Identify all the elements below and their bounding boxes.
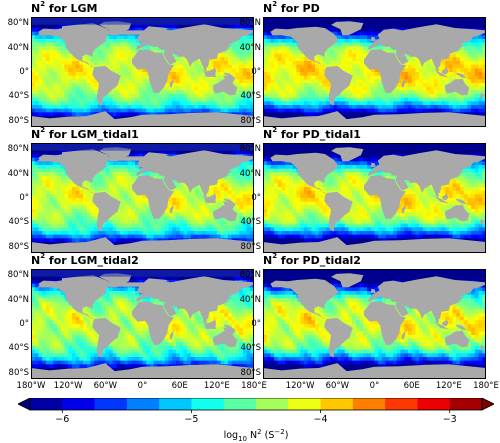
lat-tick-label: 40°S [231,343,261,353]
lon-tick-label: 120°E [436,381,462,391]
lat-tick-label: 40°N [0,43,29,53]
lon-tick-label: 60E [172,381,188,391]
panel-title-lgm: N2 for LGM [31,3,98,15]
lat-tick-label: 0° [0,193,29,203]
lat-tick-label: 80°S [231,368,261,378]
lat-tick-label: 80°S [0,368,29,378]
lat-tick-label: 80°S [231,116,261,126]
colorbar-tick-label: −6 [55,414,69,425]
map-pd [263,17,486,127]
map-lgm_tidal2 [31,269,254,379]
map-panel-pd_tidal1 [263,143,486,253]
map-panel-lgm [31,17,254,127]
panel-title-pd_tidal2: N2 for PD_tidal2 [263,255,361,267]
lat-tick-label: 40°S [0,91,29,101]
map-pd_tidal1 [263,143,486,253]
panel-title-lgm_tidal2: N2 for LGM_tidal2 [31,255,139,267]
lat-tick-label: 40°N [0,169,29,179]
lat-tick-label: 80°N [231,144,261,154]
lat-tick-label: 0° [0,319,29,329]
map-panel-pd [263,17,486,127]
lon-tick-label: 0° [370,381,380,391]
panel-title-lgm_tidal1: N2 for LGM_tidal1 [31,129,139,141]
map-panel-lgm_tidal2 [31,269,254,379]
map-lgm_tidal1 [31,143,254,253]
lat-tick-label: 80°N [0,144,29,154]
lon-tick-label: 60E [404,381,420,391]
lat-tick-label: 40°N [231,43,261,53]
lat-tick-label: 80°N [0,270,29,280]
map-panel-lgm_tidal1 [31,143,254,253]
lat-tick-label: 80°S [231,242,261,252]
lat-tick-label: 40°N [0,295,29,305]
lat-tick-label: 40°N [231,169,261,179]
lat-tick-label: 40°S [231,217,261,227]
map-panel-pd_tidal2 [263,269,486,379]
lon-tick-label: 0° [138,381,148,391]
colorbar-tick-label: −4 [314,414,328,425]
lon-tick-label: 60°W [326,381,349,391]
lon-tick-label: 180°E [473,381,499,391]
lat-tick-label: 80°N [0,18,29,28]
lat-tick-label: 0° [231,67,261,77]
lon-tick-label: 180°W [17,381,46,391]
lat-tick-label: 80°S [0,242,29,252]
lat-tick-label: 40°N [231,295,261,305]
lon-tick-label: 60°W [94,381,117,391]
lat-tick-label: 80°S [0,116,29,126]
colorbar-label: log10 N2 (S−2) [224,428,289,443]
map-lgm [31,17,254,127]
lat-tick-label: 40°S [0,217,29,227]
colorbar [18,398,494,416]
colorbar-extend-min [18,398,30,410]
lat-tick-label: 40°S [0,343,29,353]
lat-tick-label: 80°N [231,18,261,28]
lon-tick-label: 120°W [286,381,315,391]
lat-tick-label: 80°N [231,270,261,280]
lat-tick-label: 0° [231,319,261,329]
lon-tick-label: 120°W [54,381,83,391]
lat-tick-label: 0° [0,67,29,77]
panel-title-pd_tidal1: N2 for PD_tidal1 [263,129,361,141]
lon-tick-label: 180°E [241,381,267,391]
colorbar-extend-max [482,398,494,410]
colorbar-tick-label: −3 [443,414,457,425]
panel-title-pd: N2 for PD [263,3,320,15]
lat-tick-label: 0° [231,193,261,203]
colorbar-tick-label: −5 [184,414,198,425]
map-pd_tidal2 [263,269,486,379]
lat-tick-label: 40°S [231,91,261,101]
lon-tick-label: 120°E [204,381,230,391]
